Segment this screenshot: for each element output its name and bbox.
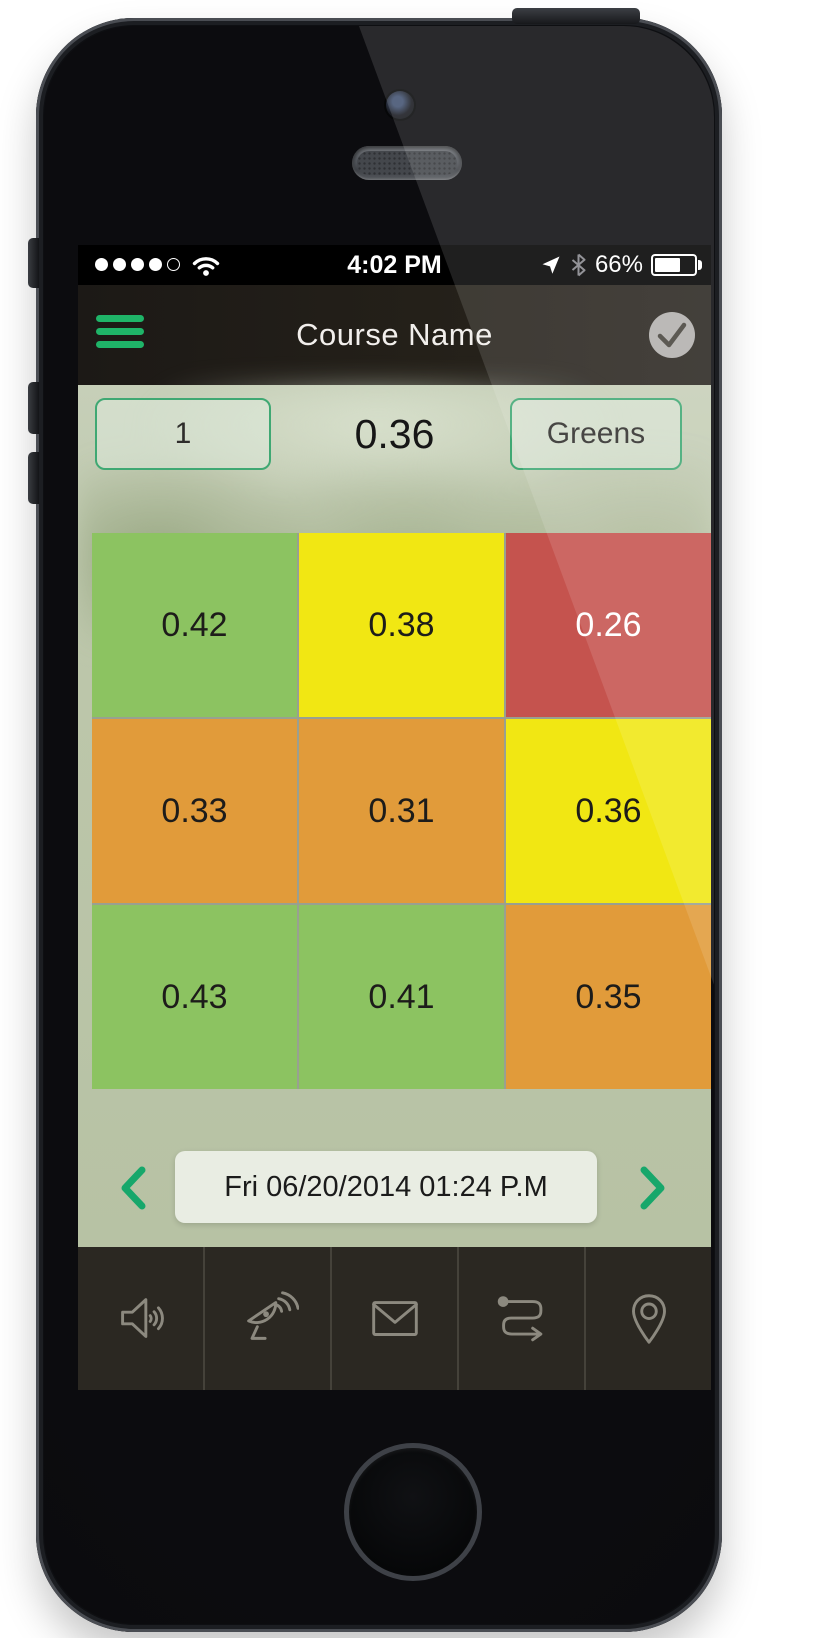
home-button[interactable] [344,1443,482,1581]
status-bar: 4:02 PM 66% [78,245,711,285]
grid-cell-3[interactable]: 0.26 [506,533,711,717]
earpiece-speaker [352,146,462,180]
front-camera [386,91,414,119]
measurement-grid: 0.42 0.38 0.26 0.33 0.31 0.36 0.43 0.41 0.35 [92,533,711,1089]
signal-strength-icon [95,258,180,271]
grid-cell-6[interactable]: 0.36 [506,719,711,903]
toolbar-button-route[interactable] [457,1247,584,1390]
bluetooth-icon [571,253,586,277]
battery-percent: 66% [594,251,643,278]
volume-up-button[interactable] [28,382,39,434]
volume-icon [120,1297,164,1338]
wifi-icon [192,257,220,276]
power-button[interactable] [512,8,640,24]
hole-number-field[interactable]: 1 [95,398,271,470]
volume-down-button[interactable] [28,452,39,504]
phone-glass: 4:02 PM 66% [44,26,714,1624]
mail-icon [371,1300,418,1336]
page-title: Course Name [296,317,493,352]
nav-bar: Course Name [78,285,711,385]
grid-cell-1[interactable]: 0.42 [92,533,297,717]
toolbar-button-mail[interactable] [330,1247,457,1390]
route-icon [497,1295,542,1341]
previous-date-button[interactable] [118,1165,148,1211]
content-area: 1 0.36 Greens 0.42 0.38 0.26 0.33 0.31 0.36 0.… [78,385,711,1247]
battery-icon [651,254,702,276]
grid-cell-2[interactable]: 0.38 [299,533,504,717]
app-screen: 4:02 PM 66% [78,245,711,1390]
mute-switch[interactable] [28,238,39,288]
toolbar-button-location[interactable] [584,1247,711,1390]
grid-cell-7[interactable]: 0.43 [92,905,297,1089]
bottom-toolbar [78,1247,711,1390]
status-time: 4:02 PM [347,251,442,279]
date-display[interactable]: Fri 06/20/2014 01:24 P.M [175,1151,597,1223]
menu-button[interactable] [96,315,144,348]
grid-cell-8[interactable]: 0.41 [299,905,504,1089]
satellite-dish-icon [246,1290,299,1340]
location-arrow-icon [542,256,560,274]
confirm-button[interactable] [649,312,695,358]
category-field[interactable]: Greens [510,398,682,470]
grid-cell-4[interactable]: 0.33 [92,719,297,903]
grid-cell-9[interactable]: 0.35 [506,905,711,1089]
reading-value: 0.36 [354,411,435,457]
next-date-button[interactable] [638,1165,668,1211]
toolbar-button-volume[interactable] [78,1247,203,1390]
phone-frame: 4:02 PM 66% [28,8,722,1632]
hamburger-icon [96,315,144,322]
grid-cell-5[interactable]: 0.31 [299,719,504,903]
check-icon [657,322,687,348]
toolbar-button-satellite[interactable] [203,1247,330,1390]
map-pin-icon [631,1293,666,1344]
